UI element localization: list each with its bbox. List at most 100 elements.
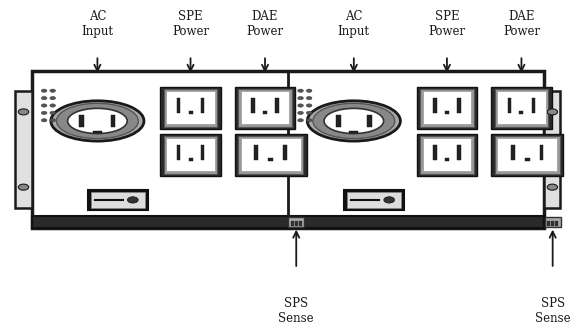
- Circle shape: [41, 89, 47, 92]
- Circle shape: [298, 96, 304, 100]
- Bar: [93, 131, 102, 133]
- Bar: [532, 98, 535, 114]
- Bar: [239, 89, 292, 127]
- Bar: [423, 138, 472, 171]
- Bar: [164, 136, 217, 174]
- Bar: [177, 98, 180, 114]
- Bar: [545, 91, 561, 208]
- Bar: [189, 158, 193, 161]
- Bar: [32, 71, 545, 228]
- Bar: [497, 138, 557, 171]
- Bar: [235, 87, 295, 129]
- Bar: [275, 98, 279, 114]
- Circle shape: [18, 184, 29, 190]
- Ellipse shape: [324, 109, 384, 134]
- Text: DAE
Power: DAE Power: [503, 10, 540, 38]
- Bar: [201, 145, 204, 161]
- Bar: [511, 145, 515, 161]
- Bar: [417, 87, 477, 129]
- Bar: [87, 190, 148, 210]
- Bar: [164, 89, 217, 127]
- Bar: [495, 89, 548, 127]
- Bar: [110, 115, 116, 127]
- Bar: [294, 221, 298, 226]
- Circle shape: [50, 96, 56, 100]
- Ellipse shape: [313, 103, 395, 139]
- Bar: [255, 145, 258, 161]
- Bar: [336, 115, 340, 127]
- Bar: [288, 217, 304, 227]
- Bar: [508, 98, 511, 114]
- Text: AC
Input: AC Input: [82, 10, 113, 38]
- Bar: [344, 190, 404, 210]
- Bar: [519, 111, 523, 114]
- Circle shape: [298, 104, 304, 107]
- Bar: [433, 98, 436, 114]
- Bar: [457, 98, 461, 114]
- Circle shape: [41, 104, 47, 107]
- Circle shape: [547, 184, 558, 190]
- Bar: [235, 134, 306, 176]
- Ellipse shape: [307, 101, 400, 141]
- Circle shape: [261, 94, 271, 100]
- Ellipse shape: [51, 101, 144, 141]
- Bar: [547, 221, 550, 226]
- Bar: [16, 91, 32, 208]
- Ellipse shape: [56, 103, 139, 139]
- Text: SPS
Sense: SPS Sense: [535, 297, 570, 325]
- Circle shape: [41, 96, 47, 100]
- Circle shape: [298, 119, 304, 122]
- Bar: [251, 98, 255, 114]
- Circle shape: [298, 111, 304, 115]
- Bar: [283, 145, 287, 161]
- Circle shape: [50, 119, 56, 122]
- Circle shape: [306, 89, 312, 92]
- Circle shape: [18, 109, 29, 115]
- Circle shape: [518, 94, 528, 100]
- Bar: [497, 91, 546, 124]
- Bar: [263, 111, 267, 114]
- Circle shape: [306, 119, 312, 122]
- Bar: [290, 221, 294, 226]
- Circle shape: [50, 89, 56, 92]
- Bar: [551, 221, 554, 226]
- Circle shape: [128, 197, 138, 203]
- Circle shape: [50, 104, 56, 107]
- Bar: [241, 138, 301, 171]
- Bar: [420, 136, 474, 174]
- Bar: [79, 115, 84, 127]
- Circle shape: [41, 111, 47, 115]
- Bar: [269, 158, 273, 161]
- Bar: [445, 111, 449, 114]
- Bar: [32, 216, 545, 228]
- Bar: [525, 158, 530, 161]
- Text: SPE
Power: SPE Power: [172, 10, 209, 38]
- Bar: [495, 136, 559, 174]
- Text: SPE
Power: SPE Power: [428, 10, 466, 38]
- Bar: [239, 136, 303, 174]
- Circle shape: [384, 197, 394, 203]
- Circle shape: [306, 111, 312, 115]
- Text: AC
Input: AC Input: [338, 10, 370, 38]
- Bar: [420, 89, 474, 127]
- Bar: [367, 115, 372, 127]
- Circle shape: [298, 89, 304, 92]
- Bar: [298, 221, 302, 226]
- Bar: [241, 91, 289, 124]
- Circle shape: [41, 119, 47, 122]
- Bar: [539, 145, 543, 161]
- Bar: [555, 221, 558, 226]
- Bar: [545, 217, 561, 227]
- Bar: [166, 91, 215, 124]
- Bar: [423, 91, 472, 124]
- Text: SPS
Sense: SPS Sense: [278, 297, 314, 325]
- Circle shape: [50, 111, 56, 115]
- Circle shape: [306, 104, 312, 107]
- Bar: [433, 145, 436, 161]
- Bar: [201, 98, 204, 114]
- Bar: [160, 134, 221, 176]
- Bar: [445, 158, 449, 161]
- Bar: [166, 138, 215, 171]
- Bar: [189, 111, 193, 114]
- Circle shape: [306, 96, 312, 100]
